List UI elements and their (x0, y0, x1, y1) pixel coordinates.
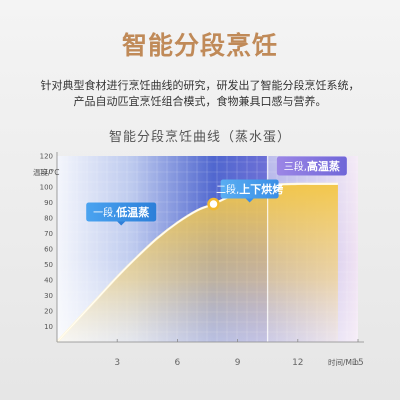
stage-label-3: 三段,高温蒸 (276, 156, 347, 176)
stage-label-text: 三段,高温蒸 (284, 159, 340, 173)
x-tick-label: 9 (235, 358, 241, 368)
y-axis-label: 温度/°C (33, 167, 60, 177)
y-tick-label: 120 (40, 153, 53, 161)
stage-prefix: 一段, (93, 206, 116, 219)
stage-prefix: 三段, (284, 160, 307, 173)
y-tick-label: 50 (44, 261, 53, 269)
description-line-1: 针对典型食材进行烹饪曲线的研究，研发出了智能分段烹饪系统， (40, 79, 360, 92)
chart-title: 智能分段烹饪曲线（蒸水蛋） (108, 130, 291, 145)
stage-name: 上下烘烤 (239, 182, 283, 196)
x-tick-label: 6 (175, 358, 181, 368)
stage-label-1: 一段,低温蒸 (86, 202, 157, 226)
y-tick-label: 80 (44, 215, 53, 223)
x-tick-label: 12 (292, 358, 303, 368)
stage-pill-pointer (245, 198, 254, 203)
axes (56, 152, 364, 343)
y-tick-label: 110 (40, 168, 53, 176)
stage-pill-pointer (117, 221, 126, 226)
stage-name: 高温蒸 (307, 159, 340, 173)
x-tick-label: 3 (114, 358, 120, 368)
y-tick-label: 20 (44, 308, 53, 316)
stage-marker-1 (207, 197, 220, 211)
stage-pill-bg (276, 156, 347, 176)
y-tick-label: 60 (44, 246, 53, 254)
x-axis-label: 时间/Min (328, 357, 359, 367)
stage-prefix: 二段, (216, 183, 239, 196)
stage-label-text: 一段,低温蒸 (93, 205, 149, 219)
stage-name: 低温蒸 (115, 205, 149, 219)
stage-label-text: 二段,上下烘烤 (216, 182, 283, 196)
temperature-curve-highlight (56, 183, 338, 343)
y-tick-label: 30 (44, 292, 53, 300)
y-tick-label: 70 (44, 230, 53, 238)
x-tick-label: 15 (352, 358, 363, 368)
description-line-2: 产品自动匹宜烹饪组合模式，食物兼具口感与营养。 (73, 95, 327, 108)
page-title: 智能分段烹饪 (121, 31, 278, 60)
x-tick-labels: 3 6 9 12 15 (114, 339, 364, 368)
stage-pill-bg (220, 179, 279, 199)
y-tick-label: 100 (40, 184, 53, 192)
stage-label-2: 二段,上下烘烤 (216, 179, 283, 203)
y-tick-label: 90 (44, 199, 53, 207)
y-tick-label: 40 (44, 277, 53, 285)
y-tick-label: 10 (44, 323, 53, 331)
y-tick-labels: 10 20 30 40 50 60 70 80 90 100 110 120 (40, 153, 53, 332)
stage-pill-bg (86, 202, 157, 222)
